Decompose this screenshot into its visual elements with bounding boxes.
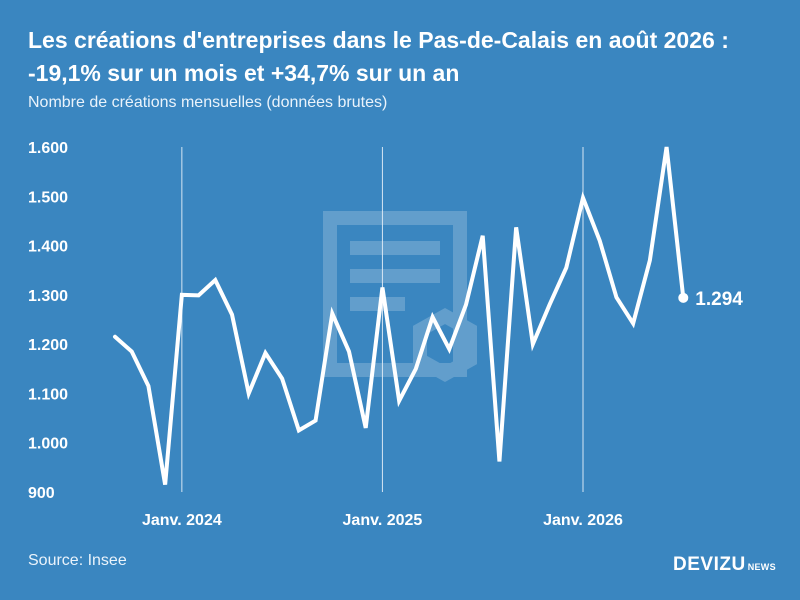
x-tick-label: Janv. 2024 bbox=[142, 512, 222, 529]
y-tick-label: 1.400 bbox=[28, 239, 68, 256]
last-value-label: 1.294 bbox=[695, 289, 743, 310]
grid-lines bbox=[181, 147, 584, 492]
brand-logo: DEVIZU NEWS bbox=[673, 554, 776, 576]
y-axis-ticks: 900 1.000 1.100 1.200 1.300 1.400 1.500 1.600 bbox=[28, 140, 68, 502]
y-tick-label: 1.100 bbox=[28, 386, 68, 403]
data-labels: 1.294 bbox=[695, 289, 743, 310]
x-axis-ticks: Janv. 2024 Janv. 2025 Janv. 2026 bbox=[142, 512, 623, 529]
source-note: Source: Insee bbox=[28, 552, 127, 569]
chart-title: Les créations d'entreprises dans le Pas-… bbox=[28, 27, 729, 86]
y-tick-label: 1.300 bbox=[28, 288, 68, 305]
x-tick-label: Janv. 2026 bbox=[543, 512, 623, 529]
brand-suffix: NEWS bbox=[747, 562, 776, 572]
y-tick-label: 1.600 bbox=[28, 140, 68, 157]
y-tick-label: 1.500 bbox=[28, 189, 68, 206]
y-tick-label: 1.200 bbox=[28, 337, 68, 354]
data-points bbox=[678, 292, 689, 303]
series-line bbox=[113, 146, 686, 485]
chart-subtitle: Nombre de créations mensuelles (données … bbox=[28, 94, 388, 111]
x-tick-label: Janv. 2025 bbox=[343, 512, 423, 529]
brand-name: DEVIZU bbox=[673, 554, 746, 575]
last-data-point bbox=[678, 292, 689, 303]
y-tick-label: 900 bbox=[28, 485, 55, 502]
y-tick-label: 1.000 bbox=[28, 436, 68, 453]
series-layer bbox=[113, 146, 686, 485]
